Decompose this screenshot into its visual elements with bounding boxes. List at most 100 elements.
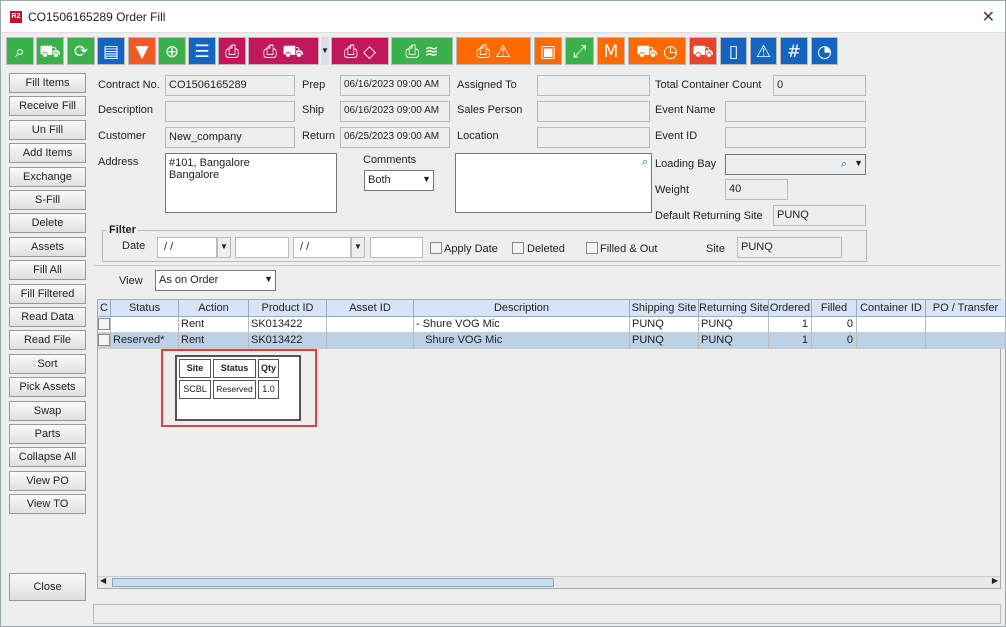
- sidebar-button-swap[interactable]: Swap: [9, 400, 86, 421]
- deleted-checkbox[interactable]: [512, 242, 524, 254]
- row-checkbox[interactable]: [98, 334, 110, 346]
- column-header-action[interactable]: Action: [179, 300, 249, 317]
- gauge-button[interactable]: ◔: [811, 37, 838, 65]
- apply-date-checkbox[interactable]: [430, 242, 442, 254]
- close-window-button[interactable]: ✕: [981, 9, 995, 26]
- sidebar-button-fill-items[interactable]: Fill Items: [9, 73, 86, 93]
- warning-eye-button[interactable]: ⚠: [750, 37, 777, 65]
- scroll-right-icon[interactable]: ▶: [991, 576, 998, 585]
- column-header-product-id[interactable]: Product ID: [249, 300, 327, 317]
- date-from-field[interactable]: / /: [157, 237, 217, 258]
- total-container-field[interactable]: 0: [773, 75, 866, 96]
- zoom-in-button[interactable]: ⊕: [158, 37, 186, 65]
- address-label: Address: [98, 156, 139, 168]
- date-to-dropdown[interactable]: ▼: [351, 237, 365, 258]
- sidebar-button-pick-assets[interactable]: Pick Assets: [9, 377, 86, 398]
- weight-field[interactable]: 40: [725, 179, 788, 200]
- print-layers-button[interactable]: ⎙ ≋: [391, 37, 453, 65]
- hand-truck-button[interactable]: ⛟: [36, 37, 64, 65]
- column-header-ordered[interactable]: Ordered: [769, 300, 812, 317]
- tooltip-status: Reserved: [213, 380, 256, 399]
- sidebar-button-read-file[interactable]: Read File: [9, 330, 86, 351]
- sidebar-button-add-items[interactable]: Add Items: [9, 143, 86, 164]
- address-field[interactable]: #101, Bangalore Bangalore: [165, 153, 337, 213]
- print-button[interactable]: ⎙: [218, 37, 246, 65]
- sidebar-button-delete[interactable]: Delete: [9, 213, 86, 234]
- contract-no-field[interactable]: CO1506165289: [165, 75, 295, 96]
- search-icon[interactable]: ⌕: [840, 157, 847, 170]
- truck-button[interactable]: ⛟: [689, 37, 717, 65]
- sidebar-button-collapse-all[interactable]: Collapse All: [9, 447, 86, 468]
- sidebar-button-sort[interactable]: Sort: [9, 353, 86, 374]
- box-button[interactable]: ▣: [534, 37, 562, 65]
- comment-button[interactable]: ▤: [97, 37, 125, 65]
- comments-select[interactable]: Both ▼: [364, 170, 434, 191]
- hash-button[interactable]: #: [780, 37, 808, 65]
- expand-icon: ⤢: [572, 42, 587, 62]
- date-from-time-field[interactable]: [235, 237, 289, 258]
- sidebar-button-un-fill[interactable]: Un Fill: [9, 119, 86, 140]
- default-returning-site-field[interactable]: PUNQ: [773, 205, 866, 226]
- sidebar-button-exchange[interactable]: Exchange: [9, 166, 86, 187]
- print-dropdown-arrow[interactable]: ▼: [321, 37, 329, 65]
- filter-button[interactable]: ▼: [128, 37, 156, 65]
- sidebar-button-receive-fill[interactable]: Receive Fill: [9, 96, 86, 117]
- column-header-filled[interactable]: Filled: [812, 300, 857, 317]
- column-header-shipping-site[interactable]: Shipping Site: [630, 300, 699, 317]
- horizontal-scrollbar[interactable]: ◀ ▶: [98, 576, 1000, 588]
- row-checkbox[interactable]: [98, 318, 110, 330]
- items-table: C Status Action Product ID Asset ID Descripti…: [97, 299, 1006, 589]
- column-header-description[interactable]: Description: [414, 300, 630, 317]
- sidebar-button-assets[interactable]: Assets: [9, 236, 86, 257]
- sidebar-button-fill-all[interactable]: Fill All: [9, 260, 86, 281]
- sidebar-button-read-data[interactable]: Read Data: [9, 307, 86, 327]
- box-m-button[interactable]: M: [597, 37, 625, 65]
- column-header-returning-site[interactable]: Returning Site: [699, 300, 769, 317]
- chevron-down-icon[interactable]: ▼: [854, 158, 863, 168]
- date-to-field[interactable]: / /: [293, 237, 351, 258]
- column-header-c[interactable]: C: [98, 300, 111, 317]
- print-warning-button[interactable]: ⎙ ⚠: [456, 37, 531, 65]
- assigned-to-field[interactable]: [537, 75, 650, 96]
- event-name-field[interactable]: [725, 101, 866, 122]
- scrollbar-thumb[interactable]: [112, 578, 554, 587]
- ship-field[interactable]: 06/16/2023 09:00 AM: [340, 101, 450, 122]
- customer-field[interactable]: New_company: [165, 127, 295, 148]
- return-field[interactable]: 06/25/2023 09:00 AM: [340, 127, 450, 148]
- refresh-icon: ⟳: [73, 42, 89, 62]
- scroll-left-icon[interactable]: ◀: [100, 576, 107, 585]
- list-button[interactable]: ☰: [188, 37, 216, 65]
- search-icon[interactable]: ⌕: [641, 155, 648, 168]
- filled-out-checkbox[interactable]: [586, 242, 598, 254]
- column-header-container-id[interactable]: Container ID: [857, 300, 926, 317]
- sidebar-button-fill-filtered[interactable]: Fill Filtered: [9, 283, 86, 304]
- date-from-dropdown[interactable]: ▼: [217, 237, 231, 258]
- date-to-time-field[interactable]: [370, 237, 423, 258]
- sidebar-button-view-po[interactable]: View PO: [9, 470, 86, 491]
- sidebar-button-parts[interactable]: Parts: [9, 424, 86, 444]
- search-button[interactable]: ⌕: [6, 37, 34, 65]
- column-header-status[interactable]: Status: [111, 300, 179, 317]
- book-button[interactable]: ▯: [720, 37, 747, 65]
- prep-field[interactable]: 06/16/2023 09:00 AM: [340, 75, 450, 96]
- print-bucket-button[interactable]: ⎙ ◇: [331, 37, 389, 65]
- view-select[interactable]: As on Order ▼: [155, 270, 276, 291]
- close-button[interactable]: Close: [9, 573, 86, 601]
- column-header-asset-id[interactable]: Asset ID: [327, 300, 414, 317]
- sales-person-field[interactable]: [537, 101, 650, 122]
- print-truck-button[interactable]: ⎙ ⛟: [248, 37, 319, 65]
- refresh-button[interactable]: ⟳: [67, 37, 95, 65]
- description-label: Description: [98, 104, 154, 116]
- location-text-area[interactable]: ⌕: [455, 153, 652, 213]
- sidebar-button-s-fill[interactable]: S-Fill: [9, 190, 86, 210]
- location-field[interactable]: [537, 127, 650, 148]
- loading-bay-select[interactable]: ⌕ ▼: [725, 154, 866, 175]
- column-header-po-transfer[interactable]: PO / Transfer: [926, 300, 1006, 317]
- expand-button[interactable]: ⤢: [565, 37, 594, 65]
- sidebar-button-view-to[interactable]: View TO: [9, 494, 86, 515]
- truck-clock-button[interactable]: ⛟ ◷: [628, 37, 686, 65]
- event-id-field[interactable]: [725, 127, 866, 148]
- gauge-icon: ◔: [817, 42, 832, 62]
- site-field[interactable]: PUNQ: [737, 237, 842, 258]
- description-field[interactable]: [165, 101, 295, 122]
